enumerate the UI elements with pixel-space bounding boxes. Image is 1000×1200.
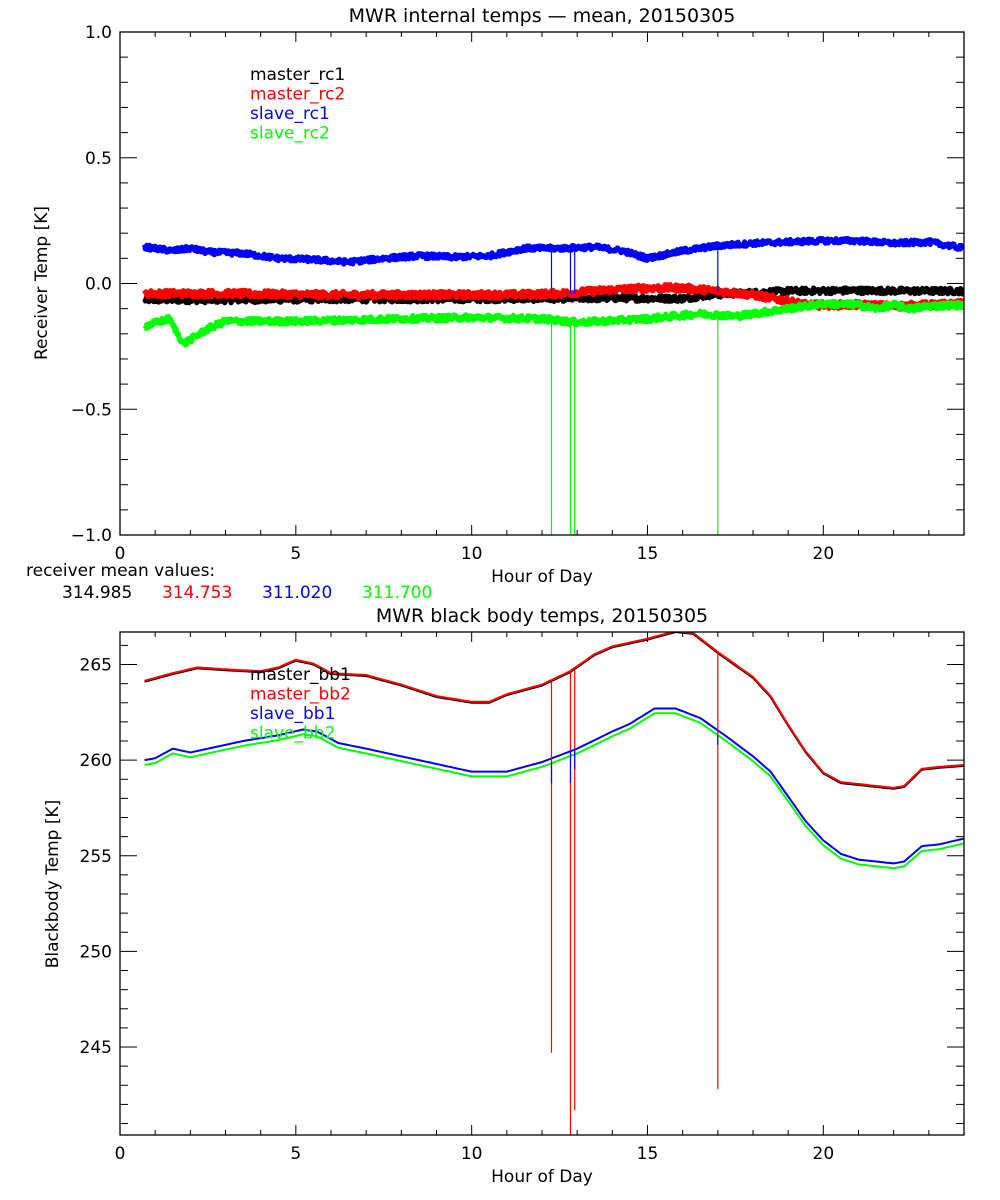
x-tick-label: 10: [461, 544, 483, 564]
legend-entry-slave-rc1: slave_rc1: [250, 104, 330, 124]
mean-value-slave-rc1: 311.020: [262, 583, 332, 603]
blackbody-axis-ticks: [119, 632, 965, 1135]
series-line-slave-rc1: [142, 235, 964, 267]
receiver-tick-labels: 0 5 10 15 20 −1.0 −0.5 0.0 0.5 1.0: [71, 23, 834, 564]
y-tick-label: 245: [80, 1038, 112, 1058]
y-tick-label: −0.5: [71, 400, 112, 420]
series-line-master-rc1: [142, 285, 964, 306]
receiver-chart-title: MWR internal temps — mean, 20150305: [349, 5, 736, 27]
receiver-mean-values: 314.985 314.753 311.020 311.700: [62, 583, 432, 603]
x-tick-label: 15: [637, 1144, 659, 1164]
x-tick-label: 20: [813, 544, 835, 564]
x-tick-label: 0: [115, 544, 126, 564]
receiver-mean-label: receiver mean values:: [26, 561, 215, 581]
blackbody-chart-title: MWR black body temps, 20150305: [376, 605, 708, 627]
legend-entry-slave-bb1: slave_bb1: [250, 704, 335, 724]
x-tick-label: 15: [637, 544, 659, 564]
receiver-plot-frame: [119, 31, 965, 536]
legend-entry-slave-bb2: slave_bb2: [250, 724, 335, 744]
y-tick-label: 0.5: [85, 149, 112, 169]
legend-entry-master-rc1: master_rc1: [250, 65, 345, 85]
legend-entry-slave-rc2: slave_rc2: [250, 124, 330, 144]
series-line-slave-bb2: [144, 712, 964, 870]
y-tick-label: 255: [80, 847, 112, 867]
mean-value-master-rc2: 314.753: [162, 583, 232, 603]
mean-value-master-rc1: 314.985: [62, 583, 132, 603]
x-tick-label: 10: [461, 1144, 483, 1164]
receiver-series-group: [142, 235, 964, 535]
y-tick-label: 1.0: [85, 23, 112, 43]
x-tick-label: 5: [290, 544, 301, 564]
blackbody-temp-panel: MWR black body temps, 20150305 Hour of D…: [43, 605, 965, 1187]
x-tick-label: 5: [290, 1144, 301, 1164]
y-tick-label: −1.0: [71, 526, 112, 546]
legend-entry-master-rc2: master_rc2: [250, 85, 345, 105]
blackbody-x-axis-label: Hour of Day: [491, 1167, 593, 1187]
y-tick-label: 0.0: [85, 275, 112, 295]
blackbody-plot-frame: [119, 631, 965, 1136]
blackbody-tick-labels: 0 5 10 15 20 245 250 255 260 265: [80, 656, 835, 1164]
y-tick-label: 265: [80, 656, 112, 676]
series-line-master-bb2: [144, 632, 964, 789]
legend-entry-master-bb2: master_bb2: [250, 685, 351, 705]
series-line-slave-bb1: [144, 707, 964, 865]
receiver-x-axis-label: Hour of Day: [491, 567, 593, 587]
blackbody-y-axis-label: Blackbody Temp [K]: [43, 800, 63, 969]
receiver-temp-panel: MWR internal temps — mean, 20150305 Hour…: [26, 5, 965, 603]
y-tick-label: 260: [80, 751, 112, 771]
receiver-y-axis-label: Receiver Temp [K]: [32, 206, 52, 360]
mean-value-slave-rc2: 311.700: [362, 583, 432, 603]
legend-entry-master-bb1: master_bb1: [250, 665, 351, 685]
series-line-slave-rc2: [142, 298, 964, 348]
x-tick-label: 0: [115, 1144, 126, 1164]
blackbody-series-group: [144, 632, 964, 1135]
x-tick-label: 20: [813, 1144, 835, 1164]
y-tick-label: 250: [80, 942, 112, 962]
